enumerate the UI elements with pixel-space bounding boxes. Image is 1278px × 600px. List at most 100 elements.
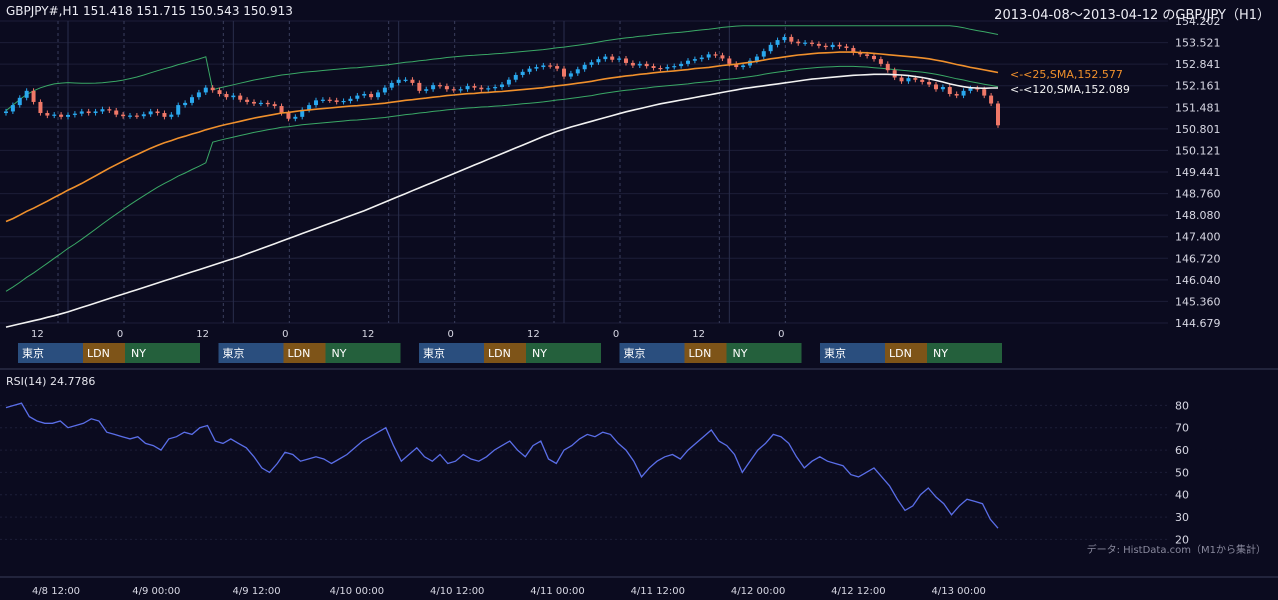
candle-body (24, 90, 29, 98)
session-label-london: LDN (689, 347, 712, 360)
candle-body (624, 58, 628, 63)
candle-body (4, 111, 8, 114)
candle-body (327, 99, 332, 101)
candle-body (872, 55, 876, 60)
sma25-line (5, 51, 999, 223)
candle-body (692, 59, 697, 61)
candle-body (438, 85, 442, 87)
candle-body (382, 87, 387, 93)
candle-body (486, 88, 491, 90)
session-label-tokyo: 東京 (22, 346, 44, 360)
candle-body (816, 43, 821, 46)
price-tick-label: 153.521 (1175, 37, 1221, 50)
candle-body (920, 79, 925, 82)
candle-body (954, 94, 959, 96)
session-block-london (83, 343, 125, 363)
candle-body (369, 94, 374, 98)
candle-body (906, 78, 911, 82)
candle-body (679, 63, 684, 67)
session-block-london (283, 343, 326, 363)
candle-body (947, 87, 952, 95)
candle-body (300, 109, 305, 117)
candle-body (775, 40, 780, 45)
candle-body (493, 87, 498, 89)
hour-tick-label: 12 (196, 329, 209, 340)
candle-body (320, 99, 325, 101)
candle-body (396, 79, 401, 83)
candle-body (589, 62, 594, 65)
candle-body (975, 88, 980, 90)
candle-body (472, 86, 477, 88)
candle-body (858, 52, 863, 55)
candle-body (431, 85, 436, 90)
candle-body (148, 111, 153, 115)
candle-body (899, 77, 904, 82)
candle-body (865, 54, 870, 56)
candle-body (548, 65, 553, 67)
candle-body (913, 78, 918, 80)
candle-body (734, 63, 739, 68)
session-label-tokyo: 東京 (824, 346, 846, 360)
candle-body (658, 67, 663, 70)
candle-body (789, 36, 794, 42)
candle-body (782, 36, 787, 41)
candle-body (534, 67, 539, 69)
hour-tick-label: 0 (447, 329, 453, 340)
session-label-london: LDN (87, 347, 110, 360)
candle-body (272, 104, 277, 107)
hour-tick-label: 12 (527, 329, 540, 340)
session-label-tokyo: 東京 (624, 346, 646, 360)
candle-body (672, 66, 677, 68)
session-block-tokyo (218, 343, 284, 363)
date-tick-label: 4/10 00:00 (330, 586, 384, 597)
rsi-tick-label: 70 (1175, 422, 1189, 435)
candle-body (520, 71, 525, 75)
candle-body (31, 90, 36, 102)
candle-body (727, 58, 732, 64)
candle-body (500, 84, 504, 88)
candle-body (410, 79, 415, 83)
session-block-ny (726, 343, 802, 363)
candle-body (637, 63, 642, 66)
price-tick-label: 150.121 (1175, 144, 1221, 157)
candle-body (52, 114, 57, 116)
candle-body (885, 63, 890, 71)
candle-body (258, 102, 263, 105)
candle-body (541, 65, 546, 68)
candle-body (982, 89, 987, 96)
candle-body (307, 105, 312, 110)
candle-body (107, 109, 112, 111)
session-block-tokyo (820, 343, 885, 363)
candle-body (465, 86, 470, 90)
session-label-london: LDN (488, 347, 511, 360)
candle-body (996, 103, 1000, 126)
candle-body (823, 45, 828, 48)
candle-body (720, 55, 725, 59)
candle-body (203, 87, 208, 93)
candle-body (334, 100, 339, 102)
candle-body (458, 89, 463, 91)
date-tick-label: 4/8 12:00 (32, 586, 80, 597)
price-tick-label: 154.202 (1175, 15, 1221, 28)
date-tick-label: 4/9 12:00 (233, 586, 281, 597)
candle-body (114, 110, 119, 115)
candle-body (479, 87, 484, 90)
price-tick-label: 147.400 (1175, 231, 1221, 244)
session-label-ny: NY (332, 347, 347, 360)
candle-body (527, 68, 532, 72)
session-label-ny: NY (733, 347, 748, 360)
session-block-tokyo (419, 343, 484, 363)
candle-body (224, 94, 229, 98)
date-tick-label: 4/12 00:00 (731, 586, 785, 597)
candle-body (86, 111, 91, 114)
candle-body (878, 59, 883, 64)
sma120-line (5, 73, 998, 328)
hour-tick-label: 12 (692, 329, 705, 340)
candle-body (444, 86, 449, 90)
rsi-label: RSI(14) 24.7786 (6, 375, 96, 388)
session-block-london (885, 343, 927, 363)
candle-body (961, 90, 966, 96)
candle-body (252, 101, 256, 104)
session-label-tokyo: 東京 (423, 346, 445, 360)
candle-body (293, 116, 298, 119)
